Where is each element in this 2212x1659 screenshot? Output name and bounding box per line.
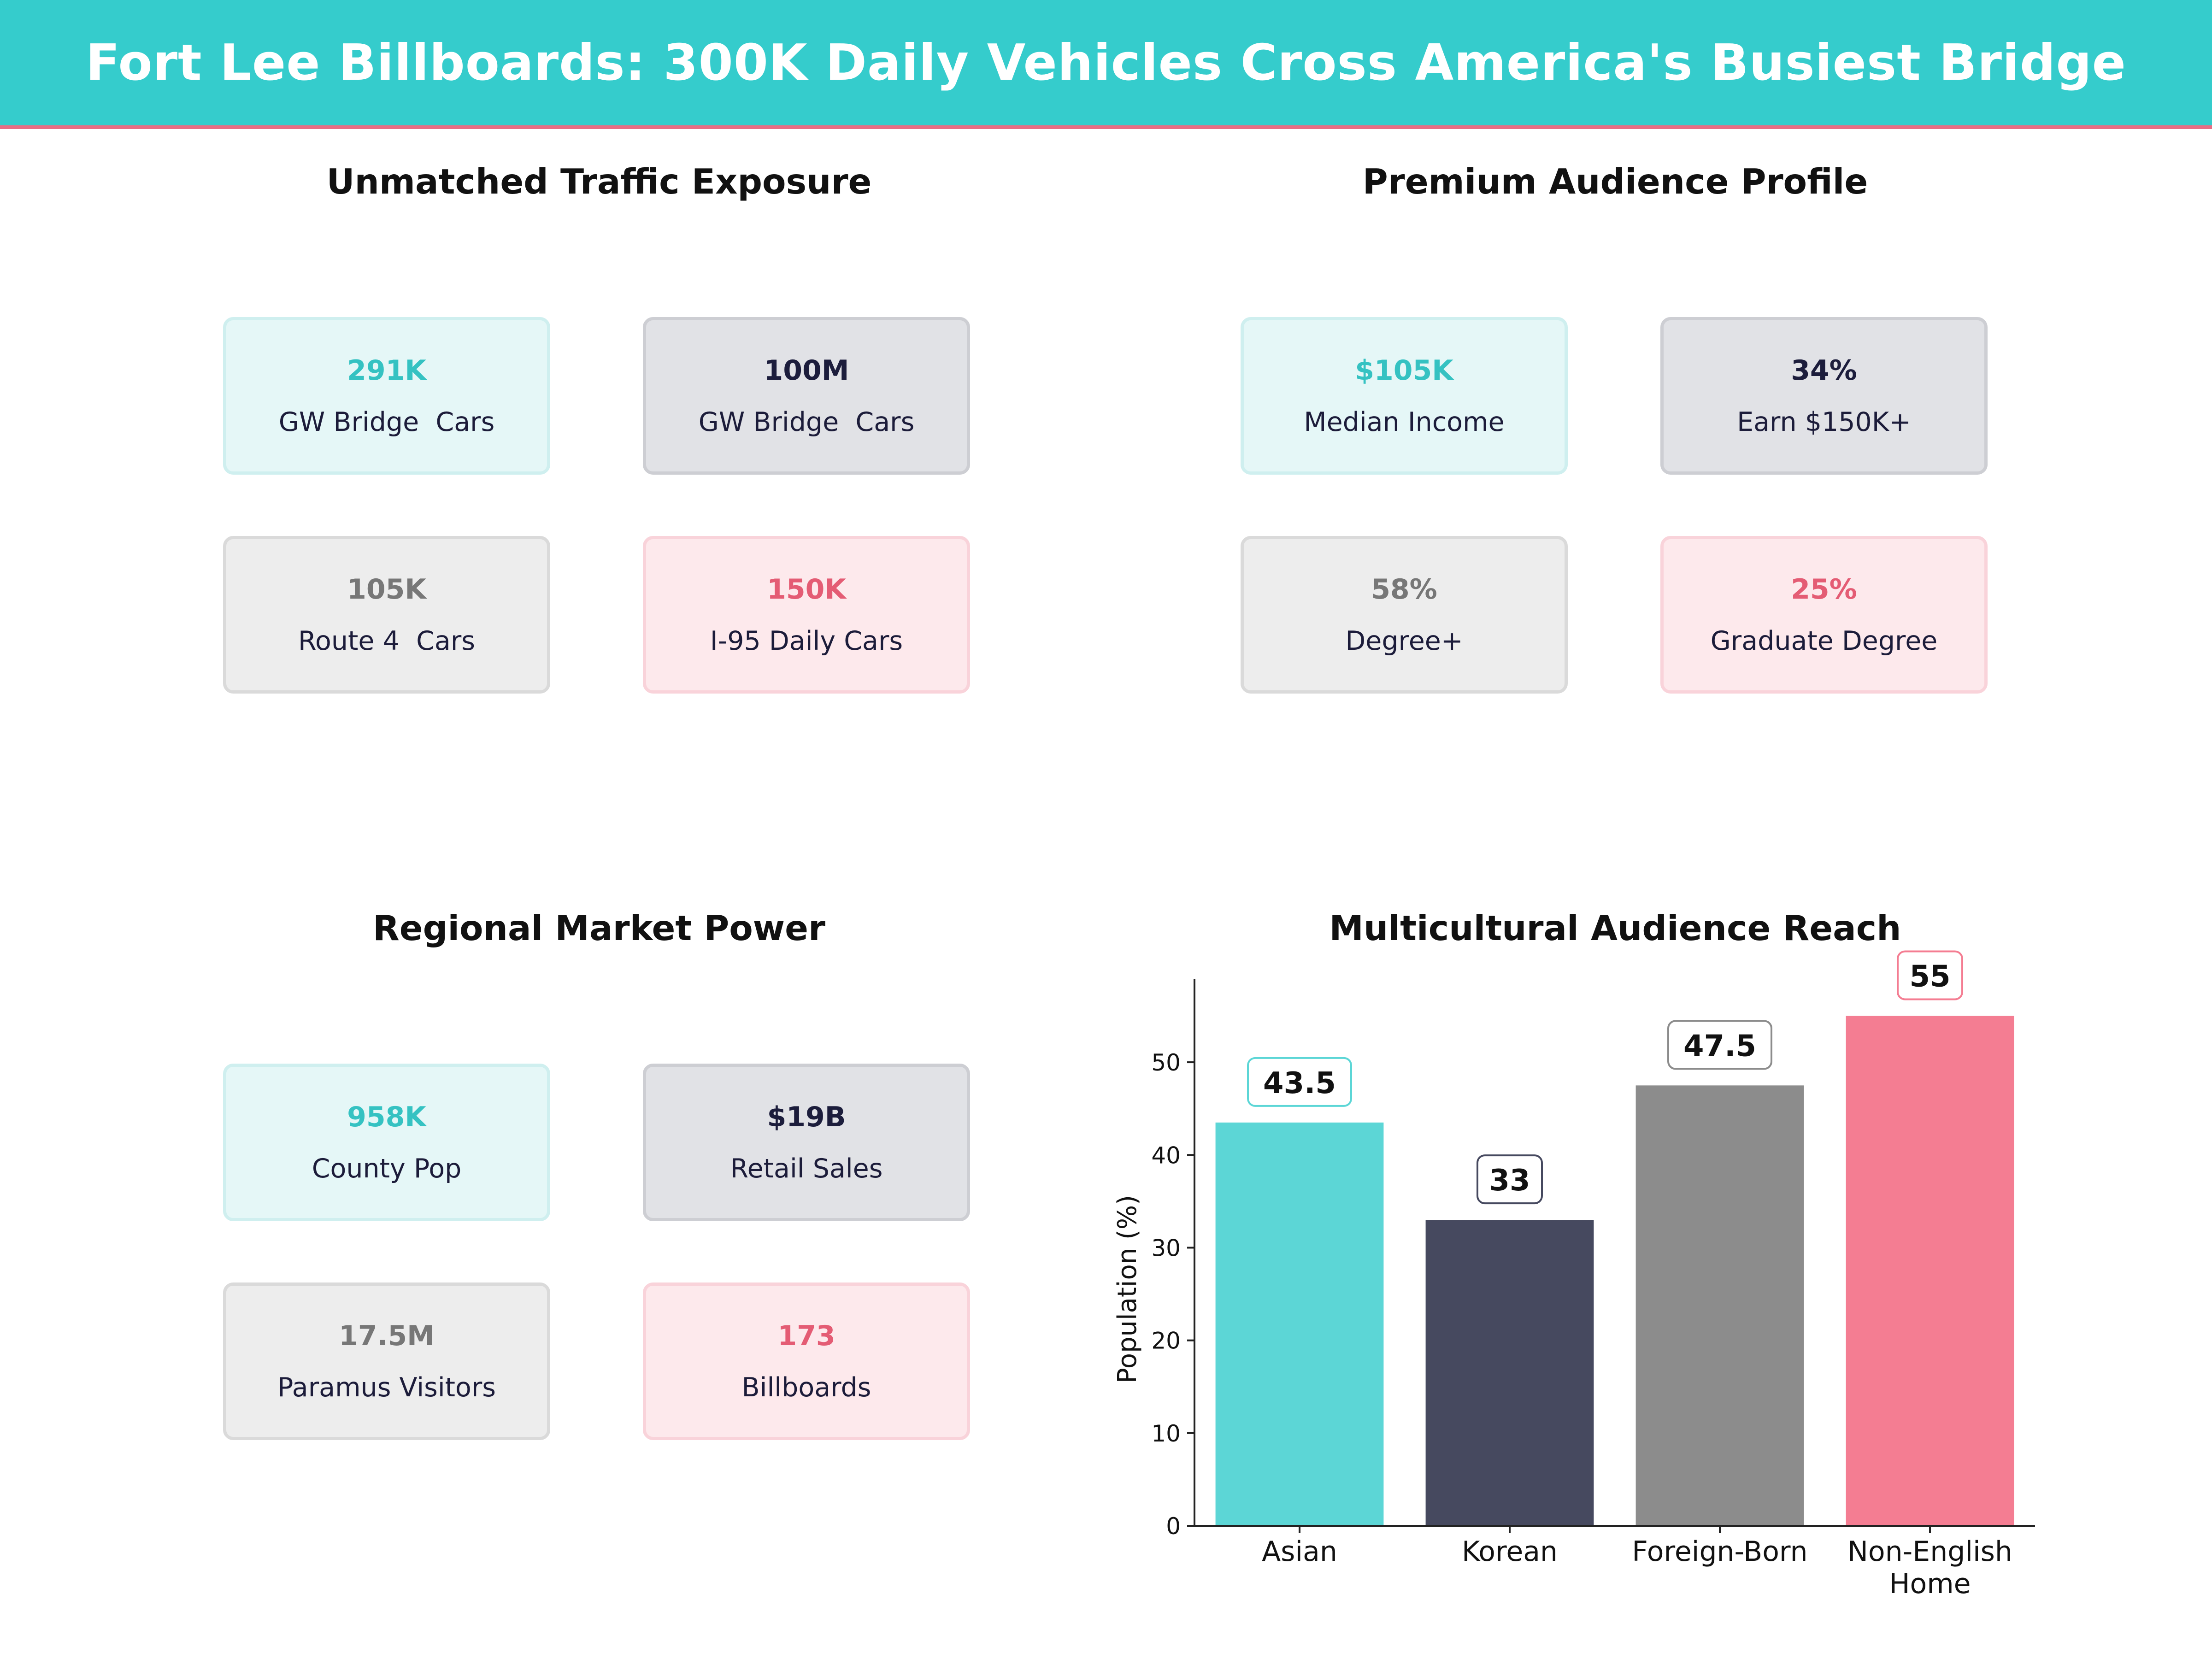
card-label: Retail Sales [730,1153,883,1184]
data-label-box [1477,1154,1543,1205]
card-value: 150K [767,573,846,606]
y-tick-label: 20 [1151,1328,1181,1354]
card-value: 173 [777,1319,835,1352]
chart-title: Multicultural Audience Reach [1329,908,1901,948]
card-value: 34% [1791,354,1857,387]
market-card: 958K County Pop [223,1064,550,1221]
data-label: 47.5 [1683,1029,1756,1063]
x-tick-label: Korean [1462,1535,1558,1568]
x-tick-label: Non-English [1847,1535,2012,1568]
audience-card: 25% Graduate Degree [1660,536,1988,694]
market-panel-title: Regional Market Power [373,908,825,948]
card-value: 958K [347,1100,426,1133]
card-label: Median Income [1304,406,1505,437]
card-label: I-95 Daily Cars [710,625,903,656]
card-value: 25% [1791,573,1857,606]
traffic-card: 105K Route 4 Cars [223,536,550,694]
traffic-card: 150K I-95 Daily Cars [643,536,970,694]
card-label: GW Bridge Cars [698,406,915,437]
bar [1215,1122,1384,1526]
traffic-card: 291K GW Bridge Cars [223,317,550,475]
card-value: 17.5M [339,1319,435,1352]
y-tick-label: 50 [1151,1049,1181,1076]
x-tick-label: Asian [1262,1535,1337,1568]
data-label: 43.5 [1263,1066,1336,1100]
data-label-box [1667,1020,1772,1070]
traffic-panel-title: Unmatched Traffic Exposure [326,161,872,202]
card-label: GW Bridge Cars [278,406,495,437]
page-title: Fort Lee Billboards: 300K Daily Vehicles… [86,34,2126,92]
data-label-box [1897,950,1963,1000]
y-tick-label: 40 [1151,1142,1181,1169]
bar [1635,1085,1804,1526]
card-label: Graduate Degree [1710,625,1938,656]
x-tick-label: Foreign-Born [1632,1535,1807,1568]
card-label: County Pop [312,1153,462,1184]
card-value: 291K [347,354,426,387]
card-label: Degree+ [1345,625,1463,656]
market-card: 17.5M Paramus Visitors [223,1282,550,1440]
y-tick-label: 30 [1151,1235,1181,1261]
card-value: 105K [347,573,426,606]
y-tick-label: 0 [1166,1513,1181,1540]
header-banner: Fort Lee Billboards: 300K Daily Vehicles… [0,0,2212,129]
card-value: $19B [767,1100,846,1133]
audience-card: $105K Median Income [1241,317,1568,475]
market-card: $19B Retail Sales [643,1064,970,1221]
data-label-box [1247,1057,1352,1107]
card-label: Earn $150K+ [1737,406,1911,437]
data-label: 33 [1489,1164,1530,1198]
market-card: 173 Billboards [643,1282,970,1440]
card-value: $105K [1355,354,1453,387]
bar [1846,1016,2014,1526]
audience-panel-title: Premium Audience Profile [1362,161,1868,202]
card-label: Paramus Visitors [277,1372,496,1403]
card-label: Route 4 Cars [298,625,475,656]
card-value: 58% [1371,573,1437,606]
x-tick-label: Home [1889,1568,1971,1600]
bar [1425,1220,1594,1526]
card-value: 100M [764,354,849,387]
audience-card: 58% Degree+ [1241,536,1568,694]
audience-card: 34% Earn $150K+ [1660,317,1988,475]
traffic-card: 100M GW Bridge Cars [643,317,970,475]
y-axis-label: Population (%) [1112,1195,1142,1383]
data-label: 55 [1909,959,1950,994]
card-label: Billboards [741,1372,871,1403]
y-tick-label: 10 [1151,1420,1181,1447]
